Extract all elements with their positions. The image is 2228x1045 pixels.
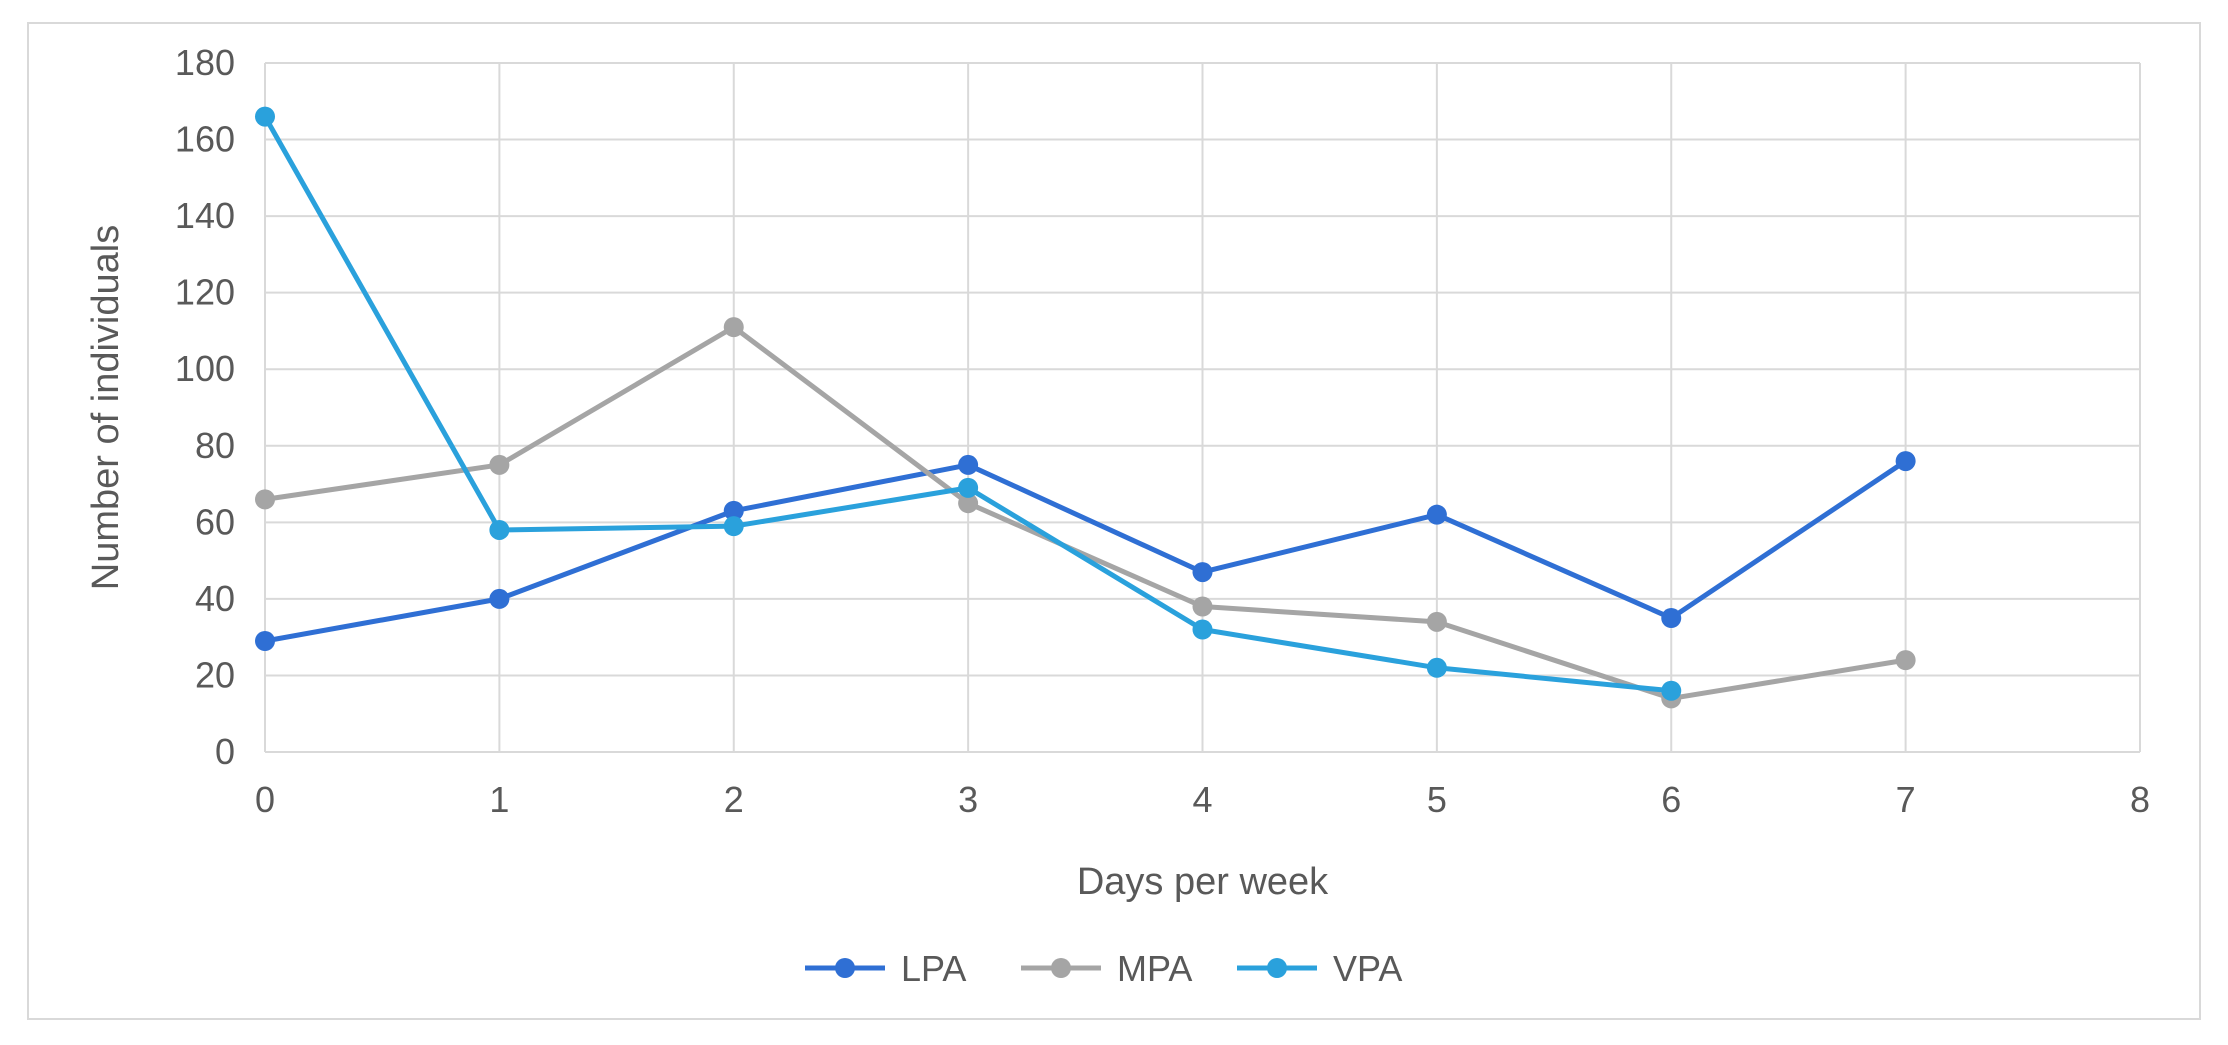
data-point-vpa: [489, 519, 510, 540]
data-point-mpa: [1895, 650, 1916, 671]
series-mpa: [255, 317, 1916, 709]
series-vpa: [255, 106, 1682, 701]
y-tick-label: 140: [175, 195, 235, 236]
legend-item-mpa: MPA: [1021, 948, 1192, 989]
series-line-mpa: [262, 324, 1909, 701]
legend-label: VPA: [1333, 948, 1402, 989]
x-axis-title: Days per week: [1077, 861, 1329, 903]
legend-item-vpa: VPA: [1237, 948, 1402, 989]
data-point-vpa: [1426, 657, 1447, 678]
gridlines: [264, 62, 2141, 753]
data-point-mpa: [723, 317, 744, 338]
x-tick-label: 2: [724, 779, 744, 820]
legend-label: MPA: [1117, 948, 1192, 989]
x-tick-label: 7: [1896, 779, 1916, 820]
legend-swatch-marker: [835, 958, 855, 978]
data-point-mpa: [255, 489, 275, 510]
y-tick-label: 80: [195, 425, 235, 466]
data-point-lpa: [489, 588, 510, 609]
y-tick-label: 60: [195, 501, 235, 542]
y-tick-label: 20: [195, 654, 235, 695]
data-point-vpa: [1661, 680, 1682, 701]
data-point-vpa: [255, 106, 275, 127]
data-point-lpa: [1661, 608, 1682, 629]
data-point-vpa: [958, 477, 979, 498]
data-point-lpa: [1426, 504, 1447, 525]
legend-label: LPA: [901, 948, 966, 989]
y-tick-label: 40: [195, 578, 235, 619]
legend-item-lpa: LPA: [805, 948, 966, 989]
chart-frame: [27, 22, 2201, 1020]
tick-labels: 0 20 40 60 80 100 120 140 160 180 0 1 2 3 4 5 6 7 8: [175, 42, 2150, 820]
legend-swatch-marker: [1267, 958, 1287, 978]
x-tick-label: 1: [489, 779, 509, 820]
y-tick-label: 0: [215, 731, 235, 772]
x-tick-label: 8: [2130, 779, 2150, 820]
data-point-lpa: [958, 454, 979, 475]
x-tick-label: 6: [1661, 779, 1681, 820]
series-line-lpa: [262, 458, 1909, 644]
data-point-vpa: [723, 516, 744, 537]
series-lpa: [255, 451, 1916, 651]
data-point-mpa: [489, 454, 510, 475]
data-point-mpa: [958, 493, 979, 514]
data-series: [255, 106, 1916, 709]
data-point-lpa: [723, 500, 744, 521]
y-tick-label: 160: [175, 119, 235, 160]
y-tick-label: 100: [175, 348, 235, 389]
x-tick-label: 3: [958, 779, 978, 820]
x-tick-label: 0: [255, 779, 275, 820]
x-tick-label: 4: [1192, 779, 1212, 820]
y-tick-label: 120: [175, 272, 235, 313]
x-tick-label: 5: [1427, 779, 1447, 820]
legend-swatch-marker: [1051, 958, 1071, 978]
data-point-lpa: [1192, 562, 1213, 583]
legend: LPA MPA VPA: [805, 948, 1402, 989]
data-point-mpa: [1426, 611, 1447, 632]
data-point-vpa: [1192, 619, 1213, 640]
data-point-mpa: [1192, 596, 1213, 617]
y-tick-label: 180: [175, 42, 235, 83]
data-point-lpa: [1895, 451, 1916, 472]
y-axis-title: Number of individuals: [85, 225, 127, 590]
data-point-lpa: [255, 630, 275, 651]
